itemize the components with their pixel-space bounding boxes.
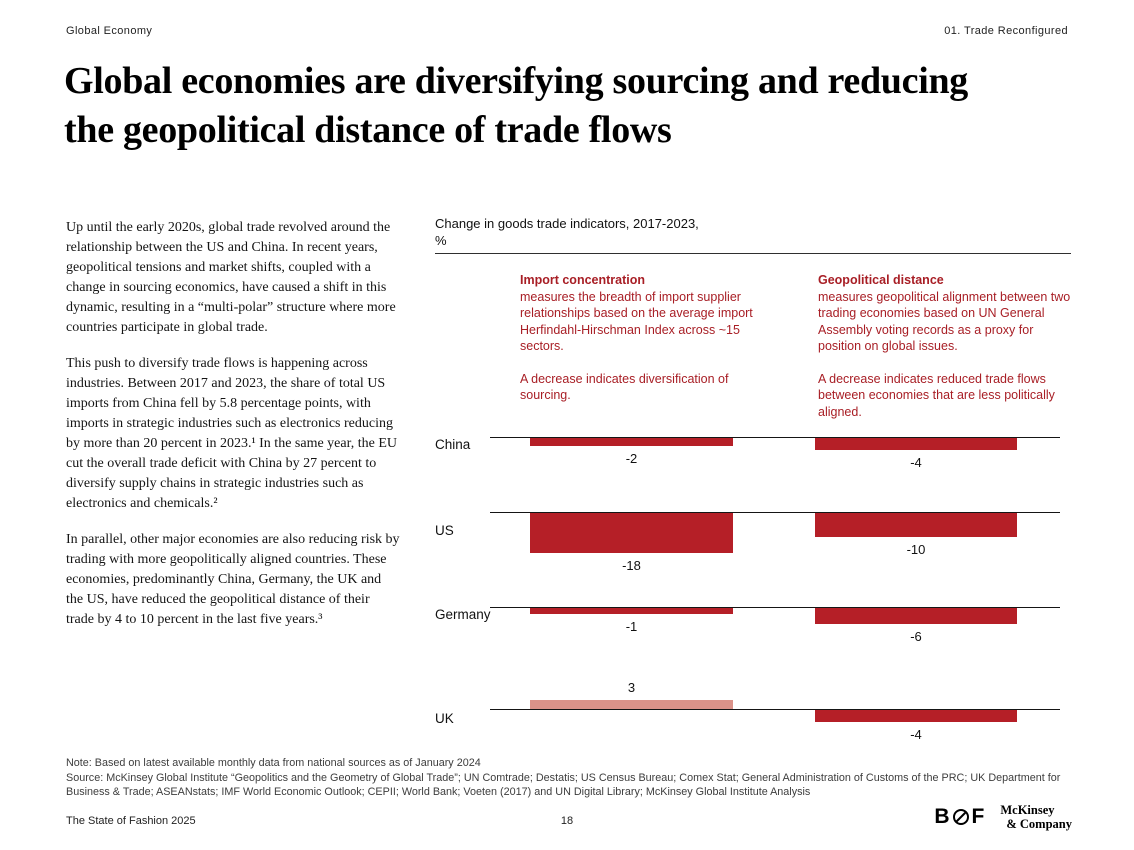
bar-germany-geopolitical-distance [815,608,1017,624]
column-note: A decrease indicates diversification of … [520,371,729,403]
category-label-germany: Germany [435,607,491,622]
bar-china-geopolitical-distance [815,438,1017,450]
category-label-china: China [435,437,471,452]
category-label-us: US [435,522,454,538]
body-paragraph-3: In parallel, other major economies are a… [66,532,400,627]
column-name: Geopolitical distance [818,273,944,287]
bar-value-germany-import-concentration: -1 [625,618,638,634]
chart-unit-label: % [435,233,447,248]
bar-us-import-concentration [530,513,733,553]
body-paragraph-2: This push to diversify trade flows is ha… [66,356,397,511]
column-description: measures geopolitical alignment between … [818,289,1071,354]
category-label-uk: UK [435,711,454,726]
page-title: Global economies are diversifying sourci… [64,60,968,151]
bar-uk-geopolitical-distance [815,710,1017,722]
report-name: The State of Fashion 2025 [66,815,196,827]
bar-value-uk-import-concentration: 3 [627,679,636,695]
column-note: A decrease indicates reduced trade flows… [818,371,1055,419]
section-label: Global Economy [66,25,153,37]
bar-us-geopolitical-distance [815,513,1017,537]
bar-value-uk-geopolitical-distance: -4 [910,726,922,742]
chart-rows: China -2 -4 US -18 -10 Germany -1 -6 UK 3 -4 [435,216,1071,768]
column-header-import-concentration: Import concentration measures the breadt… [520,272,767,404]
chapter-label: 01. Trade Reconfigured [944,25,1068,37]
chart-divider [435,253,1071,254]
bar-value-us-geopolitical-distance: -10 [906,541,926,557]
column-header-geopolitical-distance: Geopolitical distance measures geopoliti… [818,272,1074,420]
bof-logo: B F [934,805,984,829]
bar-value-china-geopolitical-distance: -4 [910,454,922,470]
footer-logos: B F McKinsey & Company [934,803,1072,831]
column-name: Import concentration [520,273,646,287]
column-description: measures the breadth of import supplier … [520,289,753,354]
mckinsey-line-2: & Company [1006,817,1072,831]
row-baseline-uk [490,709,1060,710]
bar-germany-import-concentration [530,608,733,614]
body-paragraph-1: Up until the early 2020s, global trade r… [66,220,396,335]
mckinsey-line-1: McKinsey [1000,803,1055,817]
bar-value-us-import-concentration: -18 [622,557,641,573]
bar-value-china-import-concentration: -2 [625,450,638,466]
trade-indicators-chart: Change in goods trade indicators, 2017-2… [435,216,1071,768]
page-number: 18 [560,815,574,827]
note-line: Note: Based on latest available monthly … [66,757,481,769]
bof-letter-b: B [934,805,950,828]
chart-title: Change in goods trade indicators, 2017-2… [435,216,699,231]
body-text: Up until the early 2020s, global trade r… [66,218,400,646]
source-line: Source: McKinsey Global Institute “Geopo… [66,771,1061,799]
bar-value-germany-geopolitical-distance: -6 [910,628,922,644]
bof-letter-f: F [971,805,985,828]
bar-uk-import-concentration [530,699,733,709]
footnotes: Note: Based on latest available monthly … [66,756,1074,800]
row-baseline-china [490,437,1060,438]
bar-china-import-concentration [530,438,733,446]
mckinsey-logo: McKinsey & Company [1000,803,1072,831]
bof-slashed-o-icon [952,809,969,825]
row-baseline-us [490,512,1060,513]
row-baseline-germany [490,607,1060,608]
